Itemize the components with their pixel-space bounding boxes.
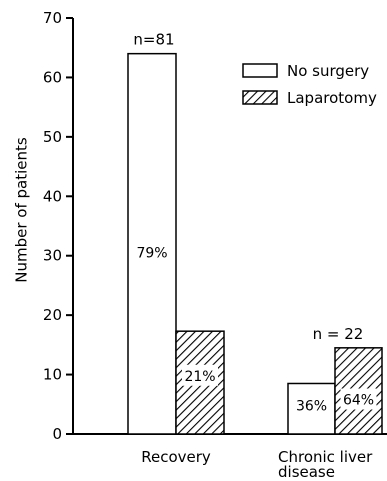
y-axis-ticks: 0 10 20 30 40 50 60 70 [43, 9, 73, 443]
percent-label-bg [340, 388, 377, 410]
legend-swatch-no-surgery [242, 63, 278, 78]
bar-no-surgery-recovery [127, 52, 177, 435]
group-total-label: n = 22 [313, 325, 364, 343]
y-tick-label: 70 [43, 9, 62, 27]
y-axis-label: Number of patients [13, 137, 31, 283]
legend-swatch-laparotomy [242, 90, 278, 105]
category-label-recovery: Recovery [141, 448, 211, 466]
legend-label-laparotomy: Laparotomy [287, 89, 377, 107]
y-tick-label: 40 [43, 187, 62, 205]
y-tick-label: 30 [43, 247, 62, 265]
group-total-label: n=81 [133, 31, 174, 49]
y-tick-label: 50 [43, 128, 62, 146]
bars [127, 52, 383, 435]
y-tick-label: 20 [43, 306, 62, 324]
y-tick-label: 60 [43, 68, 62, 86]
bar-labels: 79% 21% n=81 36% 64% n = 22 [133, 31, 377, 414]
legend-label-no-surgery: No surgery [287, 62, 369, 80]
percent-label: 79% [136, 246, 167, 262]
category-label-chronic-liver-disease: Chronic liver disease [278, 448, 373, 481]
percent-label: 64% [343, 393, 374, 409]
percent-label: 36% [296, 398, 327, 414]
legend: No surgery Laparotomy [242, 62, 377, 107]
percent-label: 21% [184, 369, 215, 385]
y-tick-label: 0 [52, 425, 62, 443]
bar-no-surgery-chronic-liver-disease [287, 382, 336, 435]
y-tick-label: 10 [43, 366, 62, 384]
percent-label-bg [182, 364, 218, 386]
